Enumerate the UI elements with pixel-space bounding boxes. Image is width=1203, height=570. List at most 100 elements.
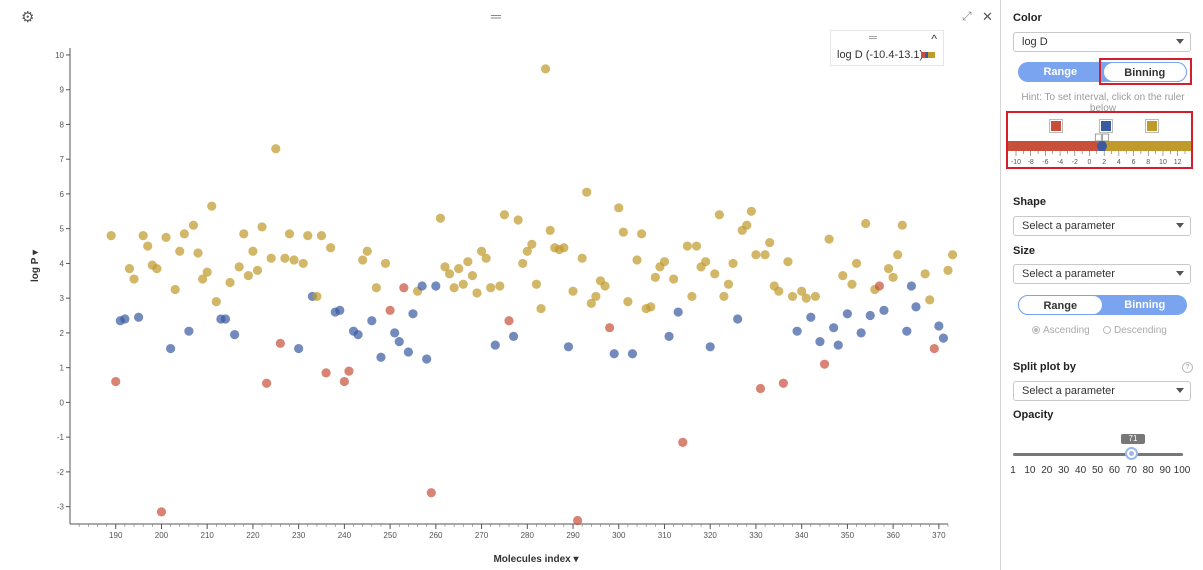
data-point xyxy=(271,144,281,154)
data-point xyxy=(312,291,322,302)
data-point xyxy=(463,257,473,267)
data-point xyxy=(179,229,189,239)
data-point xyxy=(540,64,551,74)
legend-collapse-icon[interactable]: ^ xyxy=(931,32,937,46)
data-point xyxy=(376,352,386,362)
opacity-tick-label: 50 xyxy=(1091,465,1104,476)
data-point xyxy=(284,229,295,239)
data-point xyxy=(339,376,349,387)
data-point xyxy=(156,507,167,517)
bin-color-high-picker[interactable] xyxy=(1145,119,1159,133)
data-point xyxy=(440,262,450,272)
opacity-tick-label: 30 xyxy=(1058,465,1070,476)
color-binning-option[interactable]: Binning xyxy=(1102,62,1187,82)
y-tick-label: -3 xyxy=(57,503,65,512)
data-point xyxy=(435,213,446,223)
size-parameter-select[interactable]: Select a parameter xyxy=(1013,264,1191,284)
data-point xyxy=(408,309,418,319)
data-point xyxy=(572,515,583,526)
data-point xyxy=(893,250,903,260)
split-parameter-select[interactable]: Select a parameter xyxy=(1013,381,1191,401)
data-point xyxy=(627,349,638,359)
data-point xyxy=(289,255,299,265)
data-point xyxy=(138,231,148,241)
size-binning-option[interactable]: Binning xyxy=(1124,299,1166,311)
data-point xyxy=(586,298,596,308)
x-tick-label: 330 xyxy=(749,531,763,540)
bin-color-mid-swatch xyxy=(1101,121,1111,131)
data-point xyxy=(294,343,304,354)
data-point xyxy=(742,220,752,230)
data-point xyxy=(545,225,555,236)
data-point xyxy=(188,220,199,230)
size-ascending-radio[interactable]: Ascending xyxy=(1032,325,1090,336)
shape-parameter-select[interactable]: Select a parameter xyxy=(1013,216,1191,236)
data-point xyxy=(431,281,441,291)
data-point xyxy=(467,270,478,281)
x-tick-label: 200 xyxy=(155,531,169,540)
data-point xyxy=(733,314,743,324)
data-point xyxy=(353,330,363,340)
drag-handle-icon[interactable]: ═ xyxy=(491,8,501,24)
ruler-tick-label: 2 xyxy=(1102,159,1106,166)
binning-ruler[interactable]: -10 -8 -6 -4 -2 0 2 4 6 8 10 12 xyxy=(1008,133,1191,167)
data-point xyxy=(417,281,427,291)
data-point xyxy=(838,270,848,281)
ruler-tick-label: -2 xyxy=(1072,159,1078,166)
data-point xyxy=(193,248,203,258)
size-section-title: Size xyxy=(1013,245,1036,257)
data-point xyxy=(810,291,820,302)
color-section-title: Color xyxy=(1013,12,1042,24)
legend-drag-handle-icon[interactable]: ═ xyxy=(869,32,877,44)
color-parameter-select[interactable]: log D xyxy=(1013,32,1191,52)
data-point xyxy=(129,274,139,284)
data-point xyxy=(778,378,788,388)
data-point xyxy=(170,284,180,295)
data-point xyxy=(851,258,862,269)
data-point xyxy=(883,264,894,274)
data-point xyxy=(609,349,619,359)
y-tick-label: 10 xyxy=(55,51,64,60)
gear-icon[interactable]: ⚙ xyxy=(21,9,35,26)
opacity-slider-track[interactable] xyxy=(1013,453,1183,456)
data-point xyxy=(106,231,116,241)
data-point xyxy=(701,257,711,267)
expand-icon[interactable]: ⤢ xyxy=(962,9,972,23)
data-point xyxy=(454,264,464,274)
split-select-placeholder: Select a parameter xyxy=(1022,385,1115,397)
close-icon[interactable]: ✕ xyxy=(982,9,993,24)
opacity-tick-label: 80 xyxy=(1142,465,1154,476)
descending-label: Descending xyxy=(1114,325,1167,336)
size-mode-toggle[interactable]: Range Binning xyxy=(1018,295,1187,315)
y-tick-label: 6 xyxy=(60,190,65,199)
help-icon[interactable]: ? xyxy=(1182,362,1193,373)
data-point xyxy=(344,366,354,376)
data-point xyxy=(390,328,400,338)
data-point xyxy=(490,340,500,350)
data-point xyxy=(888,272,898,282)
data-point xyxy=(499,210,510,220)
opacity-slider-thumb[interactable] xyxy=(1125,447,1138,460)
x-tick-label: 220 xyxy=(246,531,260,540)
data-point xyxy=(444,269,455,279)
chevron-down-icon xyxy=(1176,223,1184,228)
data-point xyxy=(234,262,244,272)
y-tick-label: 9 xyxy=(60,86,65,95)
data-point xyxy=(422,354,432,364)
y-tick-label: -1 xyxy=(57,433,65,442)
size-descending-radio[interactable]: Descending xyxy=(1103,325,1167,336)
data-point xyxy=(682,241,692,251)
y-tick-label: 0 xyxy=(60,398,65,407)
color-range-option[interactable]: Range xyxy=(1043,66,1078,78)
color-legend[interactable]: ═ ^ log D (-10.4-13.1) xyxy=(830,30,944,66)
data-point xyxy=(161,232,171,242)
data-point xyxy=(819,359,830,369)
data-point xyxy=(934,321,944,331)
bin-color-mid-picker[interactable] xyxy=(1099,119,1113,133)
bin-color-low-picker[interactable] xyxy=(1049,119,1063,133)
data-point xyxy=(705,342,715,352)
data-point xyxy=(486,283,496,293)
color-mode-toggle[interactable]: Range Binning xyxy=(1018,62,1187,82)
size-range-option[interactable]: Range xyxy=(1018,295,1103,315)
scatter-plot[interactable]: -3 -2 -1 0 1 2 3 4 5 6 7 8 9 10 190 200 210 220 230 240 250 2… xyxy=(0,0,998,570)
